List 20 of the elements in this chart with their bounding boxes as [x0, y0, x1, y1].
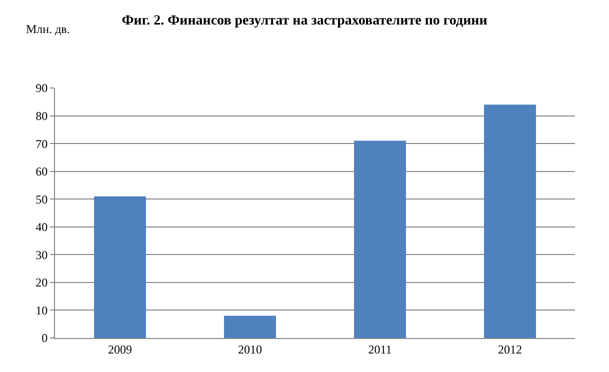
bar	[94, 196, 146, 338]
y-tick-label: 20	[36, 276, 48, 290]
bar	[224, 316, 276, 338]
bar	[354, 140, 406, 338]
y-tick-label: 50	[36, 192, 48, 206]
y-tick-label: 10	[36, 303, 48, 318]
y-tick-label: 90	[36, 81, 48, 96]
y-tick-label: 60	[36, 164, 48, 179]
x-tick-label: 2011	[368, 342, 392, 356]
y-tick-label: 0	[42, 331, 48, 346]
bar	[484, 104, 536, 338]
x-tick-label: 2012	[498, 342, 522, 356]
y-tick-label: 30	[36, 248, 48, 262]
y-tick-label: 40	[36, 220, 48, 234]
y-tick-label: 70	[36, 136, 48, 151]
y-axis-title: Млн. дв.	[26, 22, 70, 36]
x-tick-label: 2010	[238, 342, 262, 356]
chart-title: Фиг. 2. Финансов резултат на застрахователите по години	[122, 14, 488, 29]
x-tick-label: 2009	[108, 342, 132, 356]
y-tick-label: 80	[36, 108, 48, 123]
